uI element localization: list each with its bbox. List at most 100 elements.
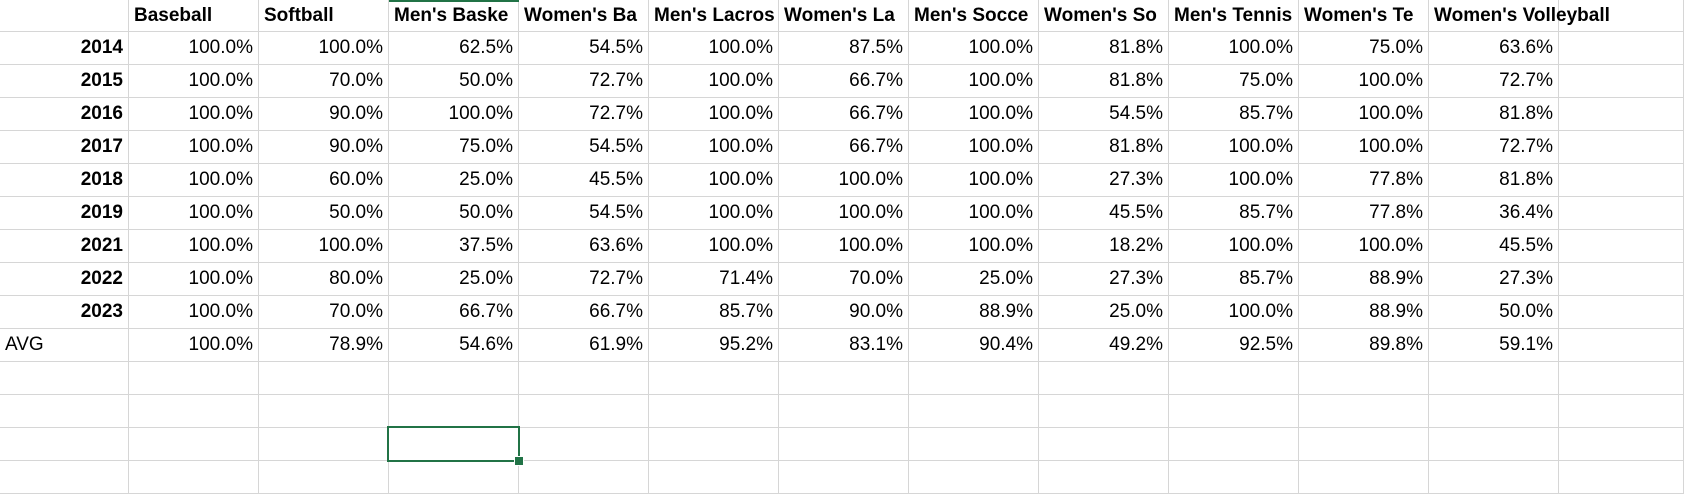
empty-cell[interactable] [649, 362, 779, 395]
row-label[interactable]: 2022 [0, 263, 129, 296]
empty-cell[interactable] [1429, 362, 1559, 395]
empty-cell[interactable] [519, 395, 649, 428]
column-header[interactable]: Men's Socce [909, 0, 1039, 32]
data-cell[interactable]: 72.7% [519, 65, 649, 98]
data-cell[interactable]: 100.0% [129, 263, 259, 296]
data-cell[interactable]: 100.0% [129, 329, 259, 362]
data-cell[interactable]: 87.5% [779, 32, 909, 65]
data-cell[interactable]: 60.0% [259, 164, 389, 197]
empty-cell[interactable] [909, 395, 1039, 428]
data-cell[interactable]: 100.0% [1299, 131, 1429, 164]
data-cell[interactable]: 54.6% [389, 329, 519, 362]
data-cell[interactable]: 88.9% [1299, 296, 1429, 329]
data-cell[interactable]: 100.0% [129, 32, 259, 65]
data-cell[interactable]: 100.0% [909, 98, 1039, 131]
data-cell[interactable]: 72.7% [519, 263, 649, 296]
fill-handle[interactable] [514, 456, 524, 466]
data-cell[interactable]: 85.7% [1169, 263, 1299, 296]
empty-cell[interactable] [519, 362, 649, 395]
empty-cell[interactable] [1429, 461, 1559, 494]
data-cell[interactable]: 100.0% [649, 65, 779, 98]
data-cell[interactable]: 25.0% [389, 164, 519, 197]
empty-cell[interactable] [649, 428, 779, 461]
data-cell[interactable]: 100.0% [129, 131, 259, 164]
empty-cell[interactable] [1559, 296, 1684, 329]
data-cell[interactable]: 83.1% [779, 329, 909, 362]
empty-cell[interactable] [1039, 362, 1169, 395]
data-cell[interactable]: 63.6% [519, 230, 649, 263]
empty-cell[interactable] [1559, 32, 1684, 65]
empty-cell[interactable] [649, 395, 779, 428]
data-cell[interactable]: 100.0% [129, 197, 259, 230]
data-cell[interactable]: 100.0% [1169, 164, 1299, 197]
data-cell[interactable]: 70.0% [259, 65, 389, 98]
data-cell[interactable]: 100.0% [909, 164, 1039, 197]
data-cell[interactable]: 27.3% [1039, 263, 1169, 296]
data-cell[interactable]: 81.8% [1429, 164, 1559, 197]
data-cell[interactable]: 72.7% [1429, 131, 1559, 164]
column-header[interactable]: Men's Tennis [1169, 0, 1299, 32]
data-cell[interactable]: 100.0% [1169, 131, 1299, 164]
row-label[interactable]: 2021 [0, 230, 129, 263]
data-cell[interactable]: 100.0% [1169, 296, 1299, 329]
row-label[interactable]: 2017 [0, 131, 129, 164]
data-cell[interactable]: 81.8% [1039, 32, 1169, 65]
empty-cell[interactable] [1039, 428, 1169, 461]
empty-cell[interactable] [1559, 131, 1684, 164]
data-cell[interactable]: 90.4% [909, 329, 1039, 362]
data-cell[interactable]: 85.7% [1169, 98, 1299, 131]
empty-cell[interactable] [0, 0, 129, 32]
data-cell[interactable]: 37.5% [389, 230, 519, 263]
data-cell[interactable]: 77.8% [1299, 164, 1429, 197]
empty-cell[interactable] [259, 428, 389, 461]
data-cell[interactable]: 100.0% [779, 164, 909, 197]
data-cell[interactable]: 100.0% [649, 98, 779, 131]
column-header[interactable]: Women's So [1039, 0, 1169, 32]
data-cell[interactable]: 77.8% [1299, 197, 1429, 230]
data-cell[interactable]: 45.5% [519, 164, 649, 197]
data-cell[interactable]: 100.0% [649, 32, 779, 65]
empty-cell[interactable] [1299, 362, 1429, 395]
data-cell[interactable]: 100.0% [129, 164, 259, 197]
empty-cell[interactable] [779, 395, 909, 428]
data-cell[interactable]: 100.0% [129, 230, 259, 263]
empty-cell[interactable] [909, 461, 1039, 494]
data-cell[interactable]: 59.1% [1429, 329, 1559, 362]
data-cell[interactable]: 61.9% [519, 329, 649, 362]
data-cell[interactable]: 50.0% [389, 197, 519, 230]
empty-cell[interactable] [1299, 428, 1429, 461]
empty-cell[interactable] [1299, 395, 1429, 428]
empty-cell[interactable] [1429, 428, 1559, 461]
empty-cell[interactable] [1559, 362, 1684, 395]
data-cell[interactable]: 71.4% [649, 263, 779, 296]
selected-cell[interactable] [387, 426, 520, 462]
data-cell[interactable]: 50.0% [259, 197, 389, 230]
data-cell[interactable]: 50.0% [1429, 296, 1559, 329]
empty-cell[interactable] [1169, 362, 1299, 395]
data-cell[interactable]: 85.7% [1169, 197, 1299, 230]
data-cell[interactable]: 54.5% [519, 32, 649, 65]
empty-cell[interactable] [129, 461, 259, 494]
data-cell[interactable]: 100.0% [1299, 65, 1429, 98]
row-label[interactable]: 2023 [0, 296, 129, 329]
data-cell[interactable]: 18.2% [1039, 230, 1169, 263]
empty-cell[interactable] [129, 362, 259, 395]
empty-cell[interactable] [129, 428, 259, 461]
column-header[interactable]: Baseball [129, 0, 259, 32]
data-cell[interactable]: 100.0% [779, 197, 909, 230]
column-header[interactable]: Women's La [779, 0, 909, 32]
data-cell[interactable]: 75.0% [1169, 65, 1299, 98]
column-header[interactable]: Men's Lacros [649, 0, 779, 32]
data-cell[interactable]: 72.7% [519, 98, 649, 131]
data-cell[interactable]: 81.8% [1039, 131, 1169, 164]
data-cell[interactable]: 85.7% [649, 296, 779, 329]
empty-cell[interactable] [1169, 395, 1299, 428]
data-cell[interactable]: 100.0% [389, 98, 519, 131]
data-cell[interactable]: 25.0% [1039, 296, 1169, 329]
data-cell[interactable]: 100.0% [259, 230, 389, 263]
data-cell[interactable]: 100.0% [779, 230, 909, 263]
data-cell[interactable]: 78.9% [259, 329, 389, 362]
data-cell[interactable]: 66.7% [779, 131, 909, 164]
data-cell[interactable]: 100.0% [1169, 230, 1299, 263]
data-cell[interactable]: 100.0% [1169, 32, 1299, 65]
